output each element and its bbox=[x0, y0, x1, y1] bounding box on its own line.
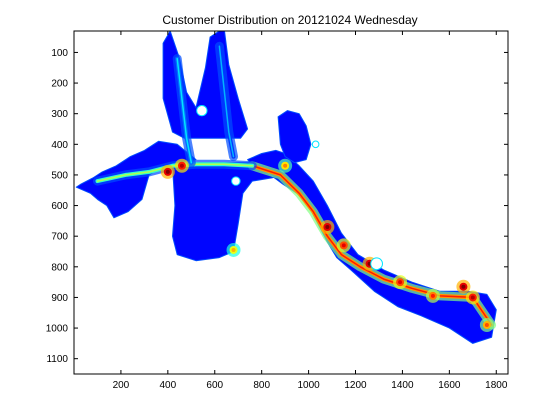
peak-point bbox=[484, 323, 489, 327]
flow-peak-main-walkway bbox=[251, 165, 493, 326]
peak-point bbox=[283, 163, 288, 168]
y-tick-label: 900 bbox=[51, 293, 68, 304]
y-tick-label: 100 bbox=[51, 48, 68, 59]
x-tick-label: 1600 bbox=[438, 380, 461, 391]
x-tick-label: 600 bbox=[206, 380, 223, 391]
peak-point bbox=[231, 247, 236, 252]
flow-outer-main-walkway bbox=[247, 161, 497, 330]
x-tick-label: 1800 bbox=[485, 380, 508, 391]
x-tick-label: 1000 bbox=[297, 380, 320, 391]
peak-point bbox=[179, 163, 184, 168]
peak-point bbox=[325, 225, 330, 229]
y-tick-label: 700 bbox=[51, 232, 68, 243]
empty-area bbox=[196, 104, 208, 117]
y-tick-label: 300 bbox=[51, 109, 68, 120]
y-axis: 100 200 300 400 500 600 700 800 900 1000 1100 bbox=[46, 48, 508, 365]
plot-area bbox=[73, 30, 509, 375]
density-layer bbox=[75, 31, 497, 344]
y-tick-label: 800 bbox=[51, 262, 68, 273]
peak-point bbox=[341, 243, 346, 248]
y-tick-label: 1000 bbox=[46, 324, 69, 335]
flow-peak-west-approach bbox=[96, 163, 254, 182]
region-upper-annex bbox=[277, 110, 312, 164]
flow-peak-north-aisle-right bbox=[218, 45, 235, 158]
y-tick-label: 200 bbox=[51, 79, 68, 90]
empty-area bbox=[311, 140, 320, 149]
x-axis: 200 400 600 800 1000 1200 1400 1600 1800 bbox=[113, 31, 508, 391]
chart-title: Customer Distribution on 20121024 Wednes… bbox=[162, 13, 417, 27]
peak-point bbox=[398, 280, 403, 285]
x-tick-label: 200 bbox=[113, 380, 130, 391]
y-tick-label: 1100 bbox=[46, 354, 68, 365]
peak-point bbox=[470, 295, 475, 300]
y-tick-label: 600 bbox=[51, 201, 68, 212]
x-tick-label: 1400 bbox=[391, 380, 414, 391]
empty-area bbox=[231, 176, 241, 186]
flow-peak-north-aisle-left bbox=[176, 57, 193, 164]
x-tick-label: 800 bbox=[253, 380, 270, 391]
y-tick-label: 400 bbox=[51, 140, 68, 151]
peak-point bbox=[165, 169, 170, 174]
empty-area bbox=[370, 257, 383, 271]
x-tick-label: 1200 bbox=[344, 380, 367, 391]
y-tick-label: 500 bbox=[51, 170, 68, 181]
axes-box bbox=[73, 30, 509, 375]
peak-point bbox=[430, 293, 435, 298]
x-tick-label: 400 bbox=[159, 380, 176, 391]
peak-point bbox=[461, 284, 466, 289]
